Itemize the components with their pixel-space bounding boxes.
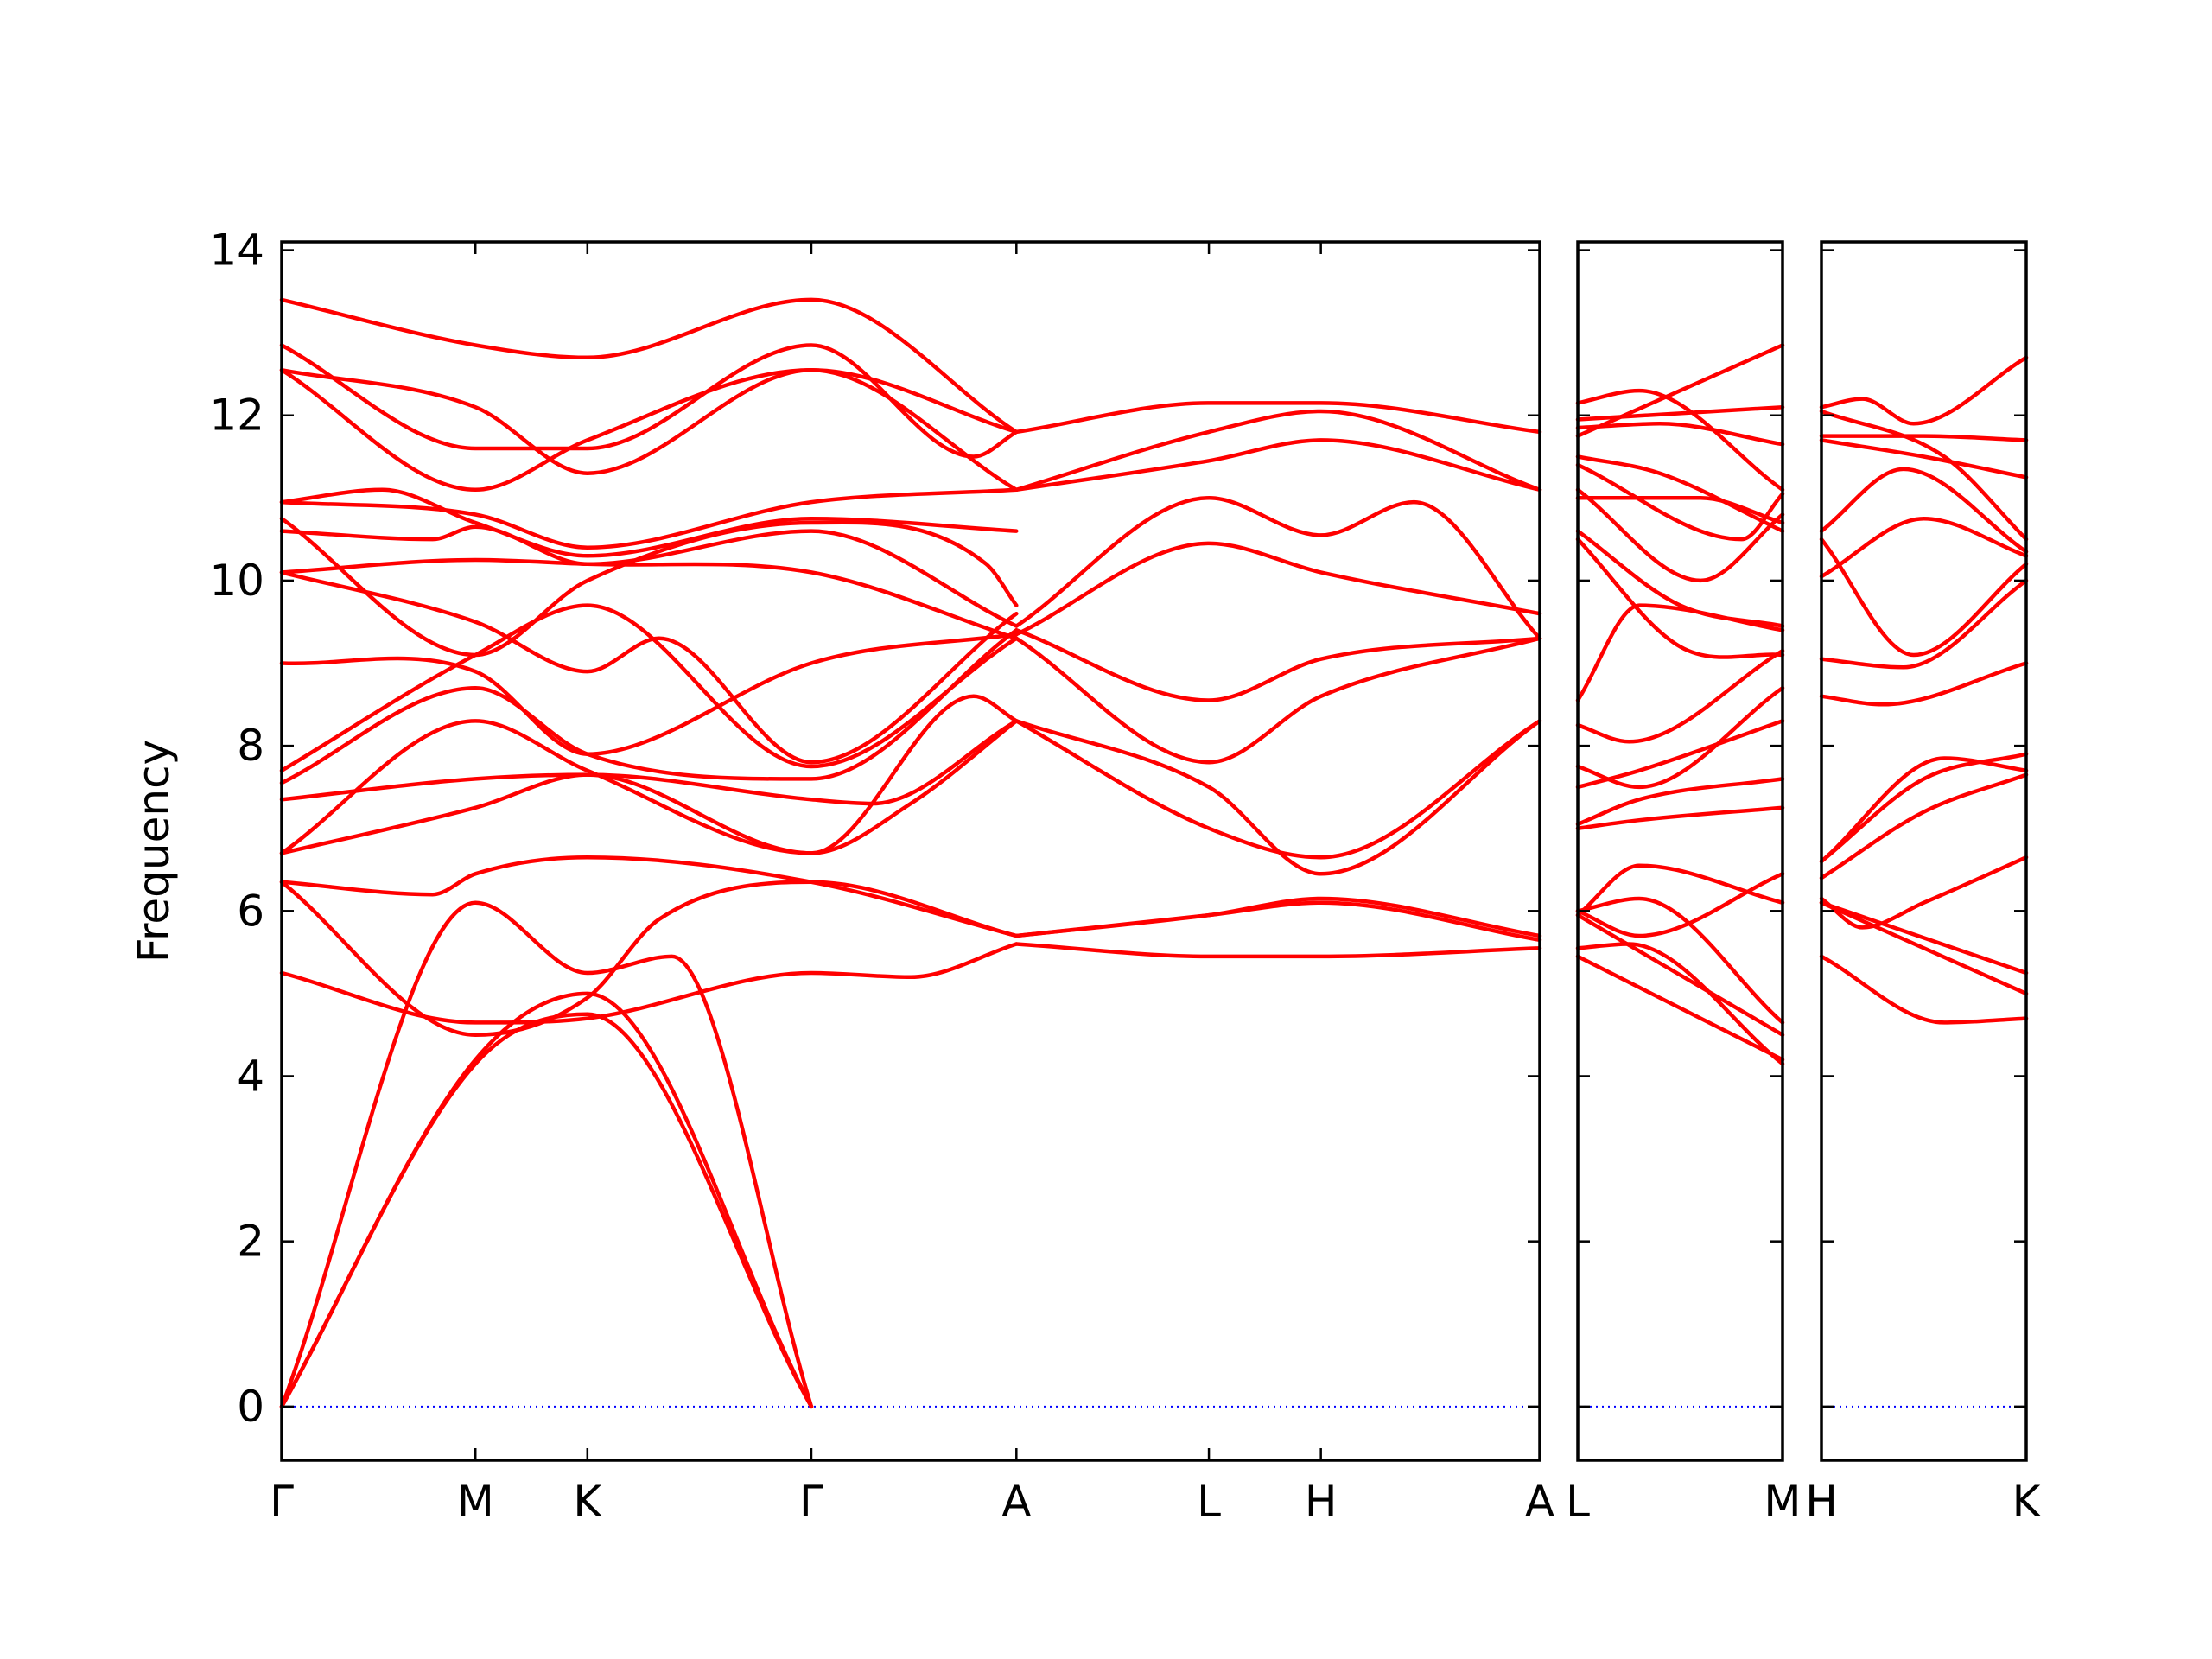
x-tick-label: M	[1764, 1477, 1801, 1527]
band-line	[1575, 529, 1785, 628]
band-line	[1575, 954, 1785, 1062]
band-line	[279, 900, 814, 1409]
band-line	[1575, 537, 1785, 659]
y-tick-label: 6	[237, 886, 264, 936]
y-tick-label: 4	[237, 1051, 264, 1101]
band-line	[1575, 454, 1785, 533]
x-tick-label: A	[1001, 1477, 1031, 1527]
band-line	[279, 487, 1019, 558]
band-line	[1575, 912, 1785, 1037]
y-axis-label: Frequency	[129, 740, 179, 963]
band-line	[1819, 434, 2029, 442]
band-line	[279, 516, 1019, 658]
band-line	[1014, 719, 1542, 860]
y-tick-label: 2	[237, 1217, 264, 1267]
band-line	[279, 1012, 814, 1409]
band-line	[1575, 404, 1785, 422]
band-line	[1819, 900, 2029, 996]
band-line	[1575, 487, 1785, 583]
band-line	[1819, 578, 2029, 670]
band-line	[279, 632, 1019, 756]
band-line	[279, 991, 814, 1409]
panel-frame	[280, 240, 1541, 1462]
band-line	[279, 719, 1019, 806]
panel-frame	[1576, 240, 1784, 1462]
x-tick-label: K	[573, 1477, 602, 1527]
band-line	[1819, 772, 2029, 880]
band-line	[279, 297, 1019, 435]
band-line	[1819, 661, 2029, 707]
panel-1: 0 2 4 6 8 10 12 14 Γ M K Γ A L H A	[209, 226, 1554, 1527]
band-line	[279, 880, 1019, 1037]
band-line	[279, 603, 1019, 773]
band-line	[1575, 805, 1785, 830]
band-line	[279, 570, 1019, 765]
band-line	[1819, 516, 2029, 579]
band-line	[1575, 422, 1785, 447]
band-line	[1014, 628, 1542, 702]
band-line	[1575, 685, 1785, 790]
band-line	[279, 487, 1019, 550]
band-line	[1819, 855, 2029, 930]
band-line	[1575, 896, 1785, 1025]
band-line	[1575, 719, 1785, 790]
y-tick-label: 8	[237, 721, 264, 771]
band-line	[1575, 872, 1785, 938]
band-line	[1575, 648, 1785, 744]
band-line	[1819, 438, 2029, 480]
band-line	[1819, 900, 2029, 976]
band-line	[279, 628, 1019, 785]
band-line	[279, 367, 1019, 475]
y-tick-label: 10	[209, 556, 264, 606]
band-line	[1014, 409, 1542, 493]
band-line	[1014, 942, 1542, 959]
band-line	[1014, 896, 1542, 938]
x-tick-label: H	[1805, 1477, 1838, 1527]
band-line	[279, 719, 1019, 855]
band-line	[1819, 355, 2029, 426]
band-line	[1819, 752, 2029, 864]
band-line	[1819, 537, 2029, 658]
band-line	[1575, 777, 1785, 827]
band-line	[1575, 942, 1785, 1066]
x-tick-label: L	[1197, 1477, 1221, 1527]
band-line	[1014, 541, 1542, 637]
band-line	[1575, 462, 1785, 542]
x-tick-label: H	[1305, 1477, 1338, 1527]
x-tick-label: A	[1525, 1477, 1554, 1527]
band-line	[279, 694, 1019, 855]
band-line	[1819, 756, 2029, 864]
band-line	[279, 524, 1019, 628]
band-line	[1819, 409, 2029, 542]
y-tick-label: 12	[209, 391, 264, 441]
band-line	[1014, 636, 1542, 765]
y-tick-label: 0	[237, 1382, 264, 1432]
y-tick-label: 14	[209, 226, 264, 276]
band-line	[1575, 388, 1785, 493]
panel-frame	[1820, 240, 2028, 1462]
band-line	[1014, 401, 1542, 435]
band-line	[1819, 954, 2029, 1025]
band-line	[1014, 496, 1542, 641]
x-tick-label: Γ	[270, 1477, 294, 1527]
band-line	[1014, 438, 1542, 493]
x-tick-label: Γ	[799, 1477, 823, 1527]
x-tick-label: M	[457, 1477, 494, 1527]
band-line	[279, 942, 1019, 1025]
band-line	[1575, 496, 1785, 525]
band-line	[1575, 343, 1785, 438]
x-tick-label: L	[1566, 1477, 1590, 1527]
band-line	[279, 343, 1019, 459]
band-line	[279, 855, 1019, 938]
x-tick-label: K	[2012, 1477, 2042, 1527]
band-line	[1819, 467, 2029, 554]
